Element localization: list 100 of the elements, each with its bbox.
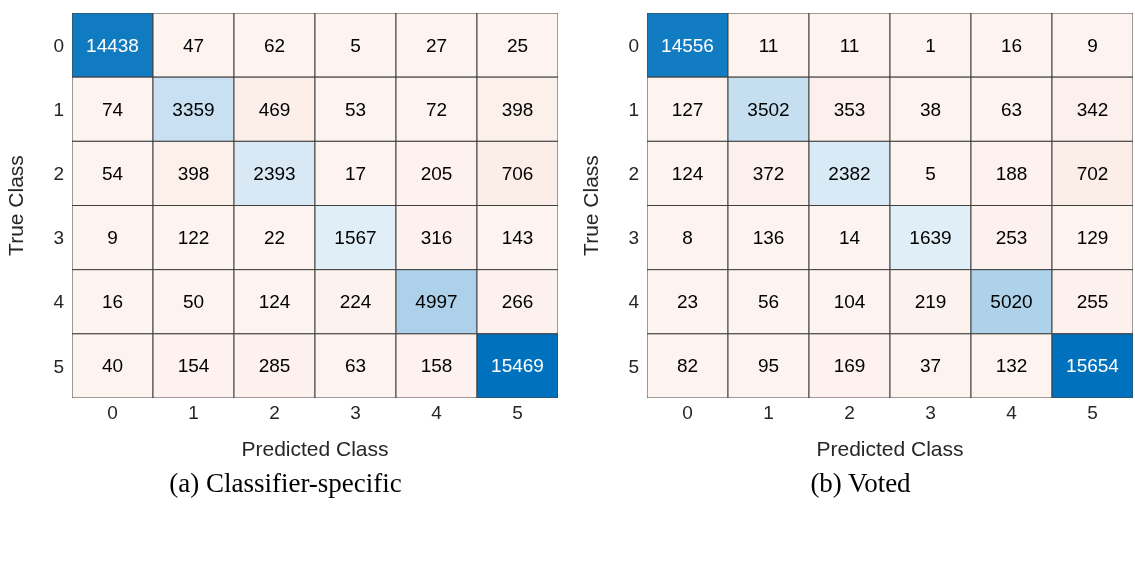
data-label: 9: [107, 227, 118, 249]
data-label: 56: [757, 291, 780, 313]
x-tick-label: 4: [1006, 402, 1018, 424]
x-tick-label: 5: [512, 402, 523, 424]
data-label: 15469: [491, 355, 544, 377]
data-label: 72: [425, 98, 448, 120]
data-label: 129: [1076, 227, 1109, 249]
data-label: 398: [501, 98, 534, 120]
data-label: 353: [833, 98, 866, 120]
y-axis-title: True Class: [4, 155, 28, 256]
data-label: 25: [506, 34, 529, 56]
x-tick-label: 0: [682, 402, 693, 424]
y-tick-label: 1: [53, 99, 64, 120]
data-label: 124: [258, 291, 291, 313]
data-label: 2393: [253, 162, 296, 184]
y-tick-label: 3: [628, 227, 639, 249]
data-label: 4997: [415, 291, 458, 313]
data-label: 14438: [86, 34, 139, 56]
data-label: 122: [177, 227, 210, 249]
text: (b) Voted: [809, 468, 912, 499]
x-tick-label: 5: [1087, 402, 1098, 424]
data-label: 706: [501, 162, 534, 184]
data-label: 188: [995, 162, 1028, 184]
data-label: 47: [182, 34, 205, 56]
data-label: 205: [420, 162, 453, 184]
data-label: 8: [682, 227, 693, 249]
data-label: 37: [919, 355, 942, 377]
data-label: 95: [757, 355, 780, 377]
x-axis-title: Predicted Class: [816, 437, 964, 460]
data-label: 82: [676, 355, 699, 377]
y-tick-label: 3: [53, 227, 64, 249]
data-label: 136: [752, 227, 785, 249]
data-label: 11: [758, 34, 779, 56]
data-label: 5: [350, 34, 361, 56]
data-label: 143: [501, 227, 534, 249]
x-axis-title: Predicted Class: [241, 437, 389, 460]
data-label: 22: [263, 227, 286, 249]
y-tick-label: 4: [53, 291, 65, 313]
data-label: 158: [420, 355, 453, 377]
data-label: 23: [676, 291, 699, 313]
data-label: 132: [995, 355, 1028, 377]
y-tick-label: 0: [53, 34, 64, 56]
data-label: 5020: [990, 291, 1033, 313]
data-label: 16: [101, 291, 124, 313]
data-label: 38: [919, 98, 942, 120]
data-label: 104: [833, 291, 866, 313]
data-label: 3502: [747, 98, 790, 120]
data-label: 62: [263, 34, 286, 56]
data-label: 63: [1000, 98, 1023, 120]
y-tick-label: 2: [628, 163, 639, 185]
data-label: 40: [101, 355, 124, 377]
x-tick-label: 2: [269, 402, 280, 424]
data-label: 469: [258, 98, 291, 120]
data-label: 285: [258, 355, 291, 377]
data-label: 702: [1076, 162, 1109, 184]
data-label: 316: [420, 227, 453, 249]
data-label: 14556: [661, 34, 714, 56]
data-label: 50: [182, 291, 205, 313]
data-label: 74: [101, 98, 124, 120]
data-label: 253: [995, 227, 1028, 249]
x-tick-label: 4: [431, 402, 443, 424]
x-tick-label: 2: [844, 402, 855, 424]
data-label: 5: [925, 162, 936, 184]
y-tick-label: 4: [628, 291, 640, 313]
data-label: 27: [425, 34, 448, 56]
data-label: 14: [838, 227, 861, 249]
x-tick-label: 0: [107, 402, 118, 424]
data-label: 266: [501, 291, 534, 313]
y-tick-label: 0: [628, 34, 639, 56]
y-tick-label: 2: [53, 163, 64, 185]
data-label: 154: [177, 355, 210, 377]
x-tick-label: 1: [763, 402, 774, 424]
data-label: 1639: [909, 227, 952, 249]
y-tick-label: 5: [53, 355, 64, 377]
y-tick-label: 1: [628, 99, 639, 120]
y-tick-label: 5: [628, 355, 639, 377]
y-axis-title: True Class: [579, 155, 603, 256]
data-label: 53: [344, 98, 367, 120]
data-label: 224: [339, 291, 372, 313]
data-label: 9: [1087, 34, 1098, 56]
data-label: 11: [839, 34, 860, 56]
data-label: 15654: [1066, 355, 1120, 377]
data-label: 124: [671, 162, 704, 184]
data-label: 63: [344, 355, 367, 377]
data-label: 127: [671, 98, 704, 120]
data-label: 2382: [828, 162, 871, 184]
data-label: 3359: [172, 98, 215, 120]
x-tick-label: 1: [188, 402, 199, 424]
text: (a) Classifier-specific: [168, 468, 403, 499]
data-label: 169: [833, 355, 866, 377]
data-label: 54: [101, 162, 124, 184]
data-label: 17: [344, 162, 367, 184]
data-label: 16: [1000, 34, 1023, 56]
data-label: 342: [1076, 98, 1109, 120]
x-tick-label: 3: [350, 402, 361, 424]
data-label: 255: [1076, 291, 1109, 313]
x-tick-label: 3: [925, 402, 936, 424]
data-label: 398: [177, 162, 210, 184]
data-label: 1567: [334, 227, 377, 249]
data-label: 219: [914, 291, 947, 313]
